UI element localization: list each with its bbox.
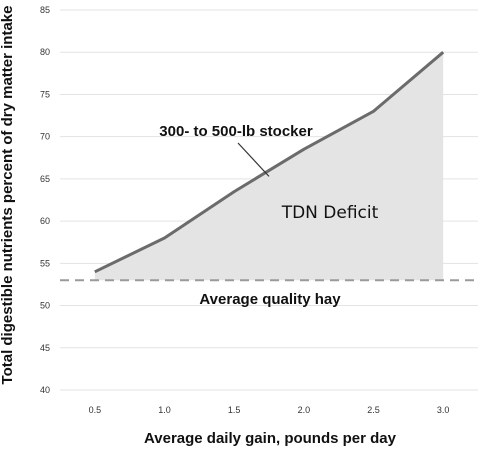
tdn-deficit-area bbox=[94, 52, 444, 281]
series-label: 300- to 500-lb stocker bbox=[159, 123, 313, 140]
x-tick-label: 3.0 bbox=[437, 405, 450, 415]
series-label-leader-line bbox=[237, 142, 270, 177]
y-tick-label: 65 bbox=[40, 174, 50, 184]
y-tick-label: 45 bbox=[40, 343, 50, 353]
y-tick-label: 85 bbox=[40, 5, 50, 15]
x-tick-label: 2.5 bbox=[367, 405, 380, 415]
x-tick-label: 1.5 bbox=[228, 405, 241, 415]
x-tick-label: 1.0 bbox=[158, 405, 171, 415]
x-tick-label: 0.5 bbox=[89, 405, 102, 415]
y-axis-tick-labels: 40 45 50 55 60 65 70 75 80 85 bbox=[40, 5, 50, 395]
y-tick-label: 50 bbox=[40, 301, 50, 311]
y-tick-label: 40 bbox=[40, 385, 50, 395]
y-axis-title: Total digestible nutrients percent of dr… bbox=[0, 6, 16, 385]
stocker-series-line bbox=[94, 51, 445, 274]
y-tick-label: 75 bbox=[40, 89, 50, 99]
x-axis-tick-labels: 0.5 1.0 1.5 2.0 2.5 3.0 bbox=[89, 405, 450, 415]
y-tick-label: 70 bbox=[40, 132, 50, 142]
y-tick-label: 60 bbox=[40, 216, 50, 226]
hay-label: Average quality hay bbox=[199, 291, 341, 308]
tdn-deficit-label: TDN Deficit bbox=[281, 203, 379, 223]
x-tick-label: 2.0 bbox=[298, 405, 311, 415]
x-axis-title: Average daily gain, pounds per day bbox=[144, 430, 397, 447]
y-tick-label: 80 bbox=[40, 47, 50, 57]
y-tick-label: 55 bbox=[40, 258, 50, 268]
